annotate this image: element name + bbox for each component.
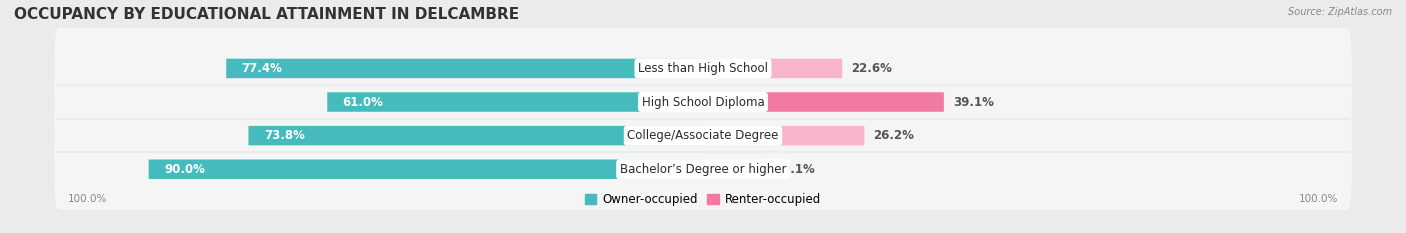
FancyBboxPatch shape (55, 95, 1351, 176)
FancyBboxPatch shape (328, 92, 703, 112)
Text: OCCUPANCY BY EDUCATIONAL ATTAINMENT IN DELCAMBRE: OCCUPANCY BY EDUCATIONAL ATTAINMENT IN D… (14, 7, 519, 22)
Text: 77.4%: 77.4% (242, 62, 283, 75)
Text: Source: ZipAtlas.com: Source: ZipAtlas.com (1288, 7, 1392, 17)
Text: 61.0%: 61.0% (343, 96, 384, 109)
Text: College/Associate Degree: College/Associate Degree (627, 129, 779, 142)
FancyBboxPatch shape (226, 59, 703, 78)
FancyBboxPatch shape (703, 59, 842, 78)
FancyBboxPatch shape (703, 92, 943, 112)
Text: 22.6%: 22.6% (852, 62, 893, 75)
FancyBboxPatch shape (703, 159, 765, 179)
Text: High School Diploma: High School Diploma (641, 96, 765, 109)
FancyBboxPatch shape (55, 129, 1351, 210)
Text: Bachelor’s Degree or higher: Bachelor’s Degree or higher (620, 163, 786, 176)
Text: 39.1%: 39.1% (953, 96, 994, 109)
Text: 90.0%: 90.0% (165, 163, 205, 176)
FancyBboxPatch shape (249, 126, 703, 145)
Text: 73.8%: 73.8% (264, 129, 305, 142)
Text: Less than High School: Less than High School (638, 62, 768, 75)
Text: 26.2%: 26.2% (873, 129, 914, 142)
FancyBboxPatch shape (55, 61, 1351, 143)
FancyBboxPatch shape (149, 159, 703, 179)
FancyBboxPatch shape (703, 126, 865, 145)
Text: 10.1%: 10.1% (775, 163, 815, 176)
Legend: Owner-occupied, Renter-occupied: Owner-occupied, Renter-occupied (579, 189, 827, 211)
FancyBboxPatch shape (55, 28, 1351, 109)
